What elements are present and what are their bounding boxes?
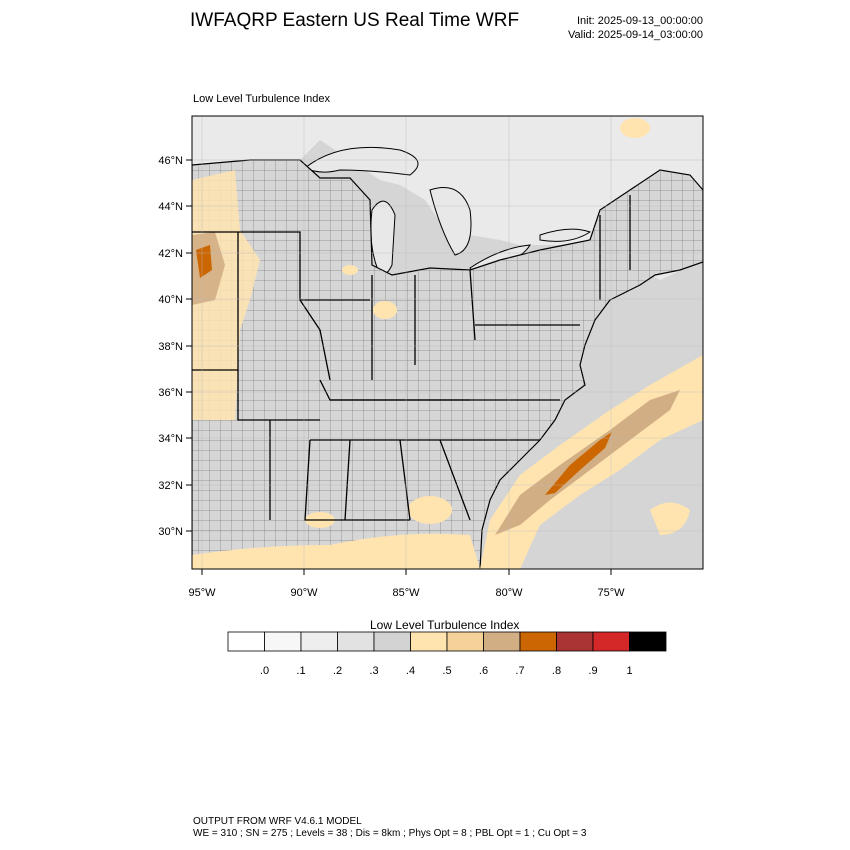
colorbar-swatch bbox=[629, 631, 667, 652]
lat-label: 38°N bbox=[158, 341, 183, 353]
turbulence-patch-ga bbox=[408, 496, 452, 524]
lat-label: 44°N bbox=[158, 201, 183, 213]
lat-label: 32°N bbox=[158, 480, 183, 492]
colorbar-swatch bbox=[373, 631, 411, 652]
turbulence-patch-quebec bbox=[620, 118, 650, 138]
colorbar-swatch bbox=[300, 631, 338, 652]
lake-superior bbox=[304, 146, 419, 176]
lon-label: 75°W bbox=[597, 587, 625, 599]
colorbar-swatch bbox=[556, 631, 594, 652]
colorbar-swatch bbox=[592, 631, 630, 652]
lat-tick-labels: 46°N 44°N 42°N 40°N 38°N 36°N 34°N 32°N … bbox=[158, 155, 183, 538]
turbulence-patch-in bbox=[373, 301, 397, 319]
colorbar-label: .5 bbox=[442, 665, 451, 677]
lon-label: 90°W bbox=[290, 587, 318, 599]
colorbar-label: .1 bbox=[296, 665, 305, 677]
map-plot-area bbox=[192, 116, 703, 569]
colorbar-labels: .0 .1 .2 .3 .4 .5 .6 .7 .8 .9 1 bbox=[260, 665, 633, 677]
turbulence-gulf-coast bbox=[192, 533, 480, 569]
footer-model-line: OUTPUT FROM WRF V4.6.1 MODEL bbox=[193, 816, 362, 827]
turbulence-west-high bbox=[196, 245, 212, 278]
colorbar-label: .7 bbox=[515, 665, 524, 677]
footer: OUTPUT FROM WRF V4.6.1 MODEL WE = 310 ; … bbox=[193, 816, 586, 840]
colorbar bbox=[227, 631, 667, 652]
colorbar-label: 1 bbox=[626, 665, 632, 677]
colorbar-swatch bbox=[337, 631, 375, 652]
colorbar-swatch bbox=[483, 631, 521, 652]
colorbar-label: .8 bbox=[552, 665, 561, 677]
init-time: Init: 2025-09-13_00:00:00 bbox=[577, 15, 703, 27]
colorbar-title: Low Level Turbulence Index bbox=[370, 618, 520, 632]
lon-label: 95°W bbox=[188, 587, 216, 599]
plot-frame bbox=[191, 115, 704, 570]
colorbar-label: .9 bbox=[588, 665, 597, 677]
lake-huron bbox=[429, 187, 472, 256]
lat-label: 36°N bbox=[158, 387, 183, 399]
colorbar-swatch bbox=[227, 631, 265, 652]
run-info: Init: 2025-09-13_00:00:00 Valid: 2025-09… bbox=[568, 14, 703, 42]
lat-label: 40°N bbox=[158, 294, 183, 306]
colorbar-label: .3 bbox=[369, 665, 378, 677]
turbulence-patch-offshore bbox=[650, 502, 690, 535]
lat-tick-marks bbox=[186, 159, 192, 532]
colorbar-label: .2 bbox=[333, 665, 342, 677]
lon-label: 80°W bbox=[495, 587, 523, 599]
turbulence-atlantic-high bbox=[545, 432, 612, 495]
colorbar-swatch bbox=[410, 631, 448, 652]
main-title: IWFAQRP Eastern US Real Time WRF bbox=[190, 10, 520, 31]
lon-label: 85°W bbox=[392, 587, 420, 599]
colorbar-swatch bbox=[264, 631, 302, 652]
state-boundaries bbox=[192, 195, 631, 521]
lon-tick-labels: 95°W 90°W 85°W 80°W 75°W bbox=[188, 587, 625, 599]
lake-ontario bbox=[539, 228, 592, 242]
lat-label: 42°N bbox=[158, 248, 183, 260]
graticule bbox=[192, 116, 703, 569]
colorbar-label: .0 bbox=[260, 665, 269, 677]
valid-time: Valid: 2025-09-14_03:00:00 bbox=[568, 29, 703, 41]
county-boundaries bbox=[192, 160, 703, 569]
colorbar-swatch bbox=[446, 631, 484, 652]
lat-label: 34°N bbox=[158, 433, 183, 445]
lat-label: 30°N bbox=[158, 526, 183, 538]
colorbar-label: .4 bbox=[406, 665, 415, 677]
colorbar-label: .6 bbox=[479, 665, 488, 677]
plot-field-label: Low Level Turbulence Index bbox=[193, 93, 330, 105]
lat-label: 46°N bbox=[158, 155, 183, 167]
colorbar-swatch bbox=[519, 631, 557, 652]
footer-config-line: WE = 310 ; SN = 275 ; Levels = 38 ; Dis … bbox=[193, 828, 587, 839]
lon-tick-marks bbox=[201, 569, 612, 575]
turbulence-patch-il bbox=[342, 265, 358, 275]
